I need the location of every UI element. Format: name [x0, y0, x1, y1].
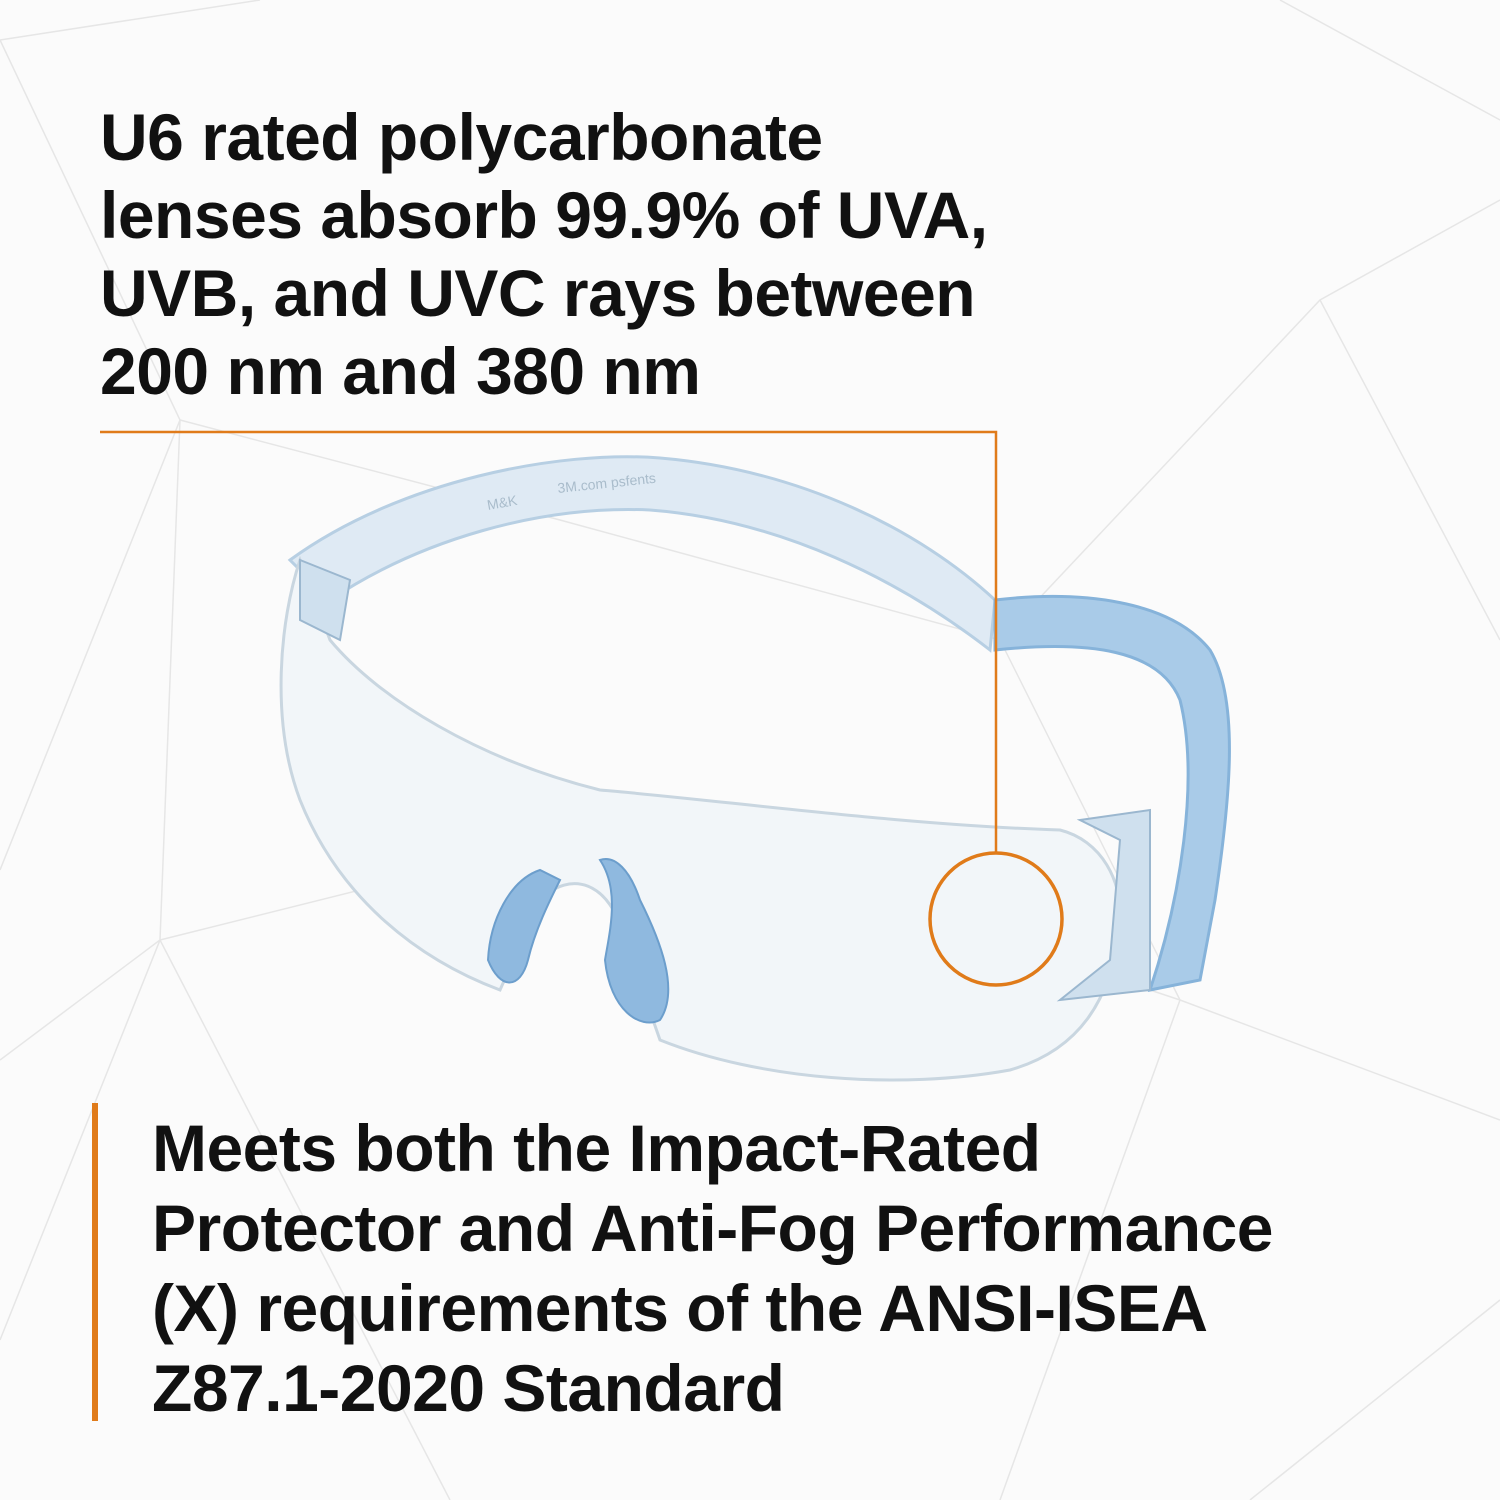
headline-line: 200 nm and 380 nm: [100, 334, 701, 408]
headline-line: lenses absorb 99.9% of UVA,: [100, 178, 988, 252]
callout-line: [100, 430, 998, 853]
hinge-left: [299, 558, 352, 642]
left-temple: [287, 455, 997, 653]
hinge-right: [1056, 808, 1151, 1002]
accent-bar: [92, 1103, 98, 1421]
subheadline-line: Z87.1-2020 Standard: [152, 1351, 785, 1425]
subheadline-line: Meets both the Impact-Rated: [152, 1111, 1041, 1185]
nose-pad-right: [598, 858, 670, 1024]
right-temple: [993, 595, 1231, 992]
temple-logo: M&K: [486, 492, 519, 513]
subheadline: Meets both the Impact-Rated Protector an…: [152, 1108, 1402, 1428]
callout-circle: [928, 851, 1064, 987]
nose-pad-left: [486, 868, 562, 984]
headline: U6 rated polycarbonate lenses absorb 99.…: [100, 98, 1100, 410]
subheadline-line: (X) requirements of the ANSI-ISEA: [152, 1271, 1208, 1345]
headline-line: UVB, and UVC rays between: [100, 256, 976, 330]
headline-line: U6 rated polycarbonate: [100, 100, 823, 174]
subheadline-line: Protector and Anti-Fog Performance: [152, 1191, 1274, 1265]
